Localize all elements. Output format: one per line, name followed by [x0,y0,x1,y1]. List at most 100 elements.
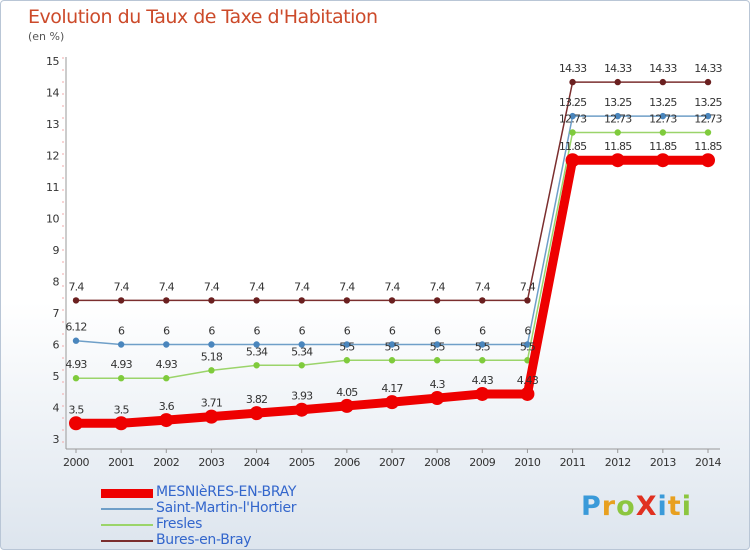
series-point-0 [294,402,309,417]
series-point-1 [704,112,712,120]
data-label: 13.25 [694,96,722,109]
y-tick-label: 11 [46,181,59,194]
y-tick-label: 8 [53,276,60,289]
y-tick-label: 9 [53,244,60,257]
logo-letter: P [581,491,602,522]
x-tick-label: 2009 [469,456,495,469]
data-label: 3.82 [246,393,267,406]
data-label: 14.33 [694,62,722,75]
proxiti-logo: ProXiti [581,491,692,522]
chart-subtitle: (en %) [28,30,65,43]
series-point-1 [117,341,125,348]
data-label: 3.6 [159,400,175,413]
series-point-2 [433,357,441,364]
x-tick-label: 2007 [379,456,405,469]
data-label: 12.73 [694,113,722,126]
data-label: 7.4 [294,280,310,293]
data-label: 4.93 [156,358,178,371]
x-tick-label: 2014 [695,456,721,469]
series-point-3 [524,297,531,304]
data-label: 6 [479,325,486,338]
data-label: 11.85 [694,140,722,153]
data-label: 11.85 [649,140,677,153]
data-label: 11.85 [604,140,632,153]
data-label: 6 [344,325,351,338]
data-label: 14.33 [649,62,677,75]
x-tick-label: 2000 [63,456,89,469]
series-point-1 [614,112,621,120]
series-point-1 [253,341,260,348]
x-tick-label: 2013 [650,456,676,469]
x-tick-label: 2003 [198,456,224,469]
data-label: 7.4 [204,280,220,293]
series-point-1 [524,341,531,348]
series-point-0 [565,153,580,168]
logo-letter: r [601,491,617,522]
data-label: 5.34 [291,345,313,358]
series-point-1 [163,341,170,348]
legend-label: Bures-en-Bray [156,532,252,548]
data-label: 12.73 [559,113,587,126]
data-label: 5.5 [520,340,536,353]
data-label: 4.17 [381,382,403,395]
x-tick-label: 2004 [244,456,270,469]
series-point-0 [159,413,174,428]
x-tick-label: 2001 [108,456,134,469]
series-point-3 [117,297,125,304]
data-label: 5.5 [430,340,446,353]
data-label: 5.5 [475,340,491,353]
data-label: 3.5 [68,403,84,416]
x-tick-label: 2012 [605,456,631,469]
data-label: 4.93 [65,358,87,371]
data-label: 6 [253,325,260,338]
series-point-2 [479,357,486,364]
x-tick-label: 2005 [289,456,315,469]
x-tick-label: 2008 [424,456,450,469]
data-label: 4.93 [110,358,132,371]
data-label: 7.4 [339,280,355,293]
y-tick-label: 14 [46,87,59,100]
data-label: 6 [208,325,215,338]
data-label: 11.85 [559,140,587,153]
series-point-1 [343,341,351,348]
data-label: 7.4 [475,280,491,293]
legend-swatch [101,524,153,526]
legend-swatch [101,488,153,498]
series-point-1 [298,341,305,348]
data-label: 7.4 [159,280,175,293]
y-tick-label: 13 [46,118,59,131]
series-point-2 [72,375,80,382]
legend-item: Fresles [101,516,361,533]
data-label: 12.73 [649,113,677,126]
series-point-0 [204,409,219,424]
data-label: 7.4 [520,280,536,293]
y-tick-label: 6 [53,339,60,352]
chart-legend: MESNIèRES-EN-BRAY Saint-Martin-l'Hortier F… [101,484,361,549]
legend-item: Bures-en-Bray [101,532,361,549]
data-label: 5.18 [201,350,223,363]
legend-label: Fresles [156,516,203,532]
series-point-3 [659,78,667,86]
series-point-0 [249,406,264,421]
y-tick-label: 5 [53,370,60,383]
data-label: 6 [389,325,396,338]
x-tick-label: 2002 [153,456,179,469]
data-label: 6 [434,325,441,338]
data-label: 7.4 [384,280,400,293]
series-point-0 [610,153,625,168]
data-label: 7.4 [249,280,265,293]
legend-label: MESNIèRES-EN-BRAY [156,484,297,500]
data-label: 13.25 [649,96,677,109]
legend-item: Saint-Martin-l'Hortier [101,500,361,517]
series-point-0 [701,153,715,168]
chart-title: Evolution du Taux de Taxe d'Habitation [28,6,378,28]
series-point-1 [659,112,667,120]
series-point-1 [72,337,80,344]
series-point-1 [433,341,441,348]
series-point-1 [569,112,576,120]
data-label: 6 [118,325,125,338]
y-tick-label: 4 [53,402,60,415]
data-label: 6 [524,325,531,338]
data-label: 3.5 [114,403,130,416]
